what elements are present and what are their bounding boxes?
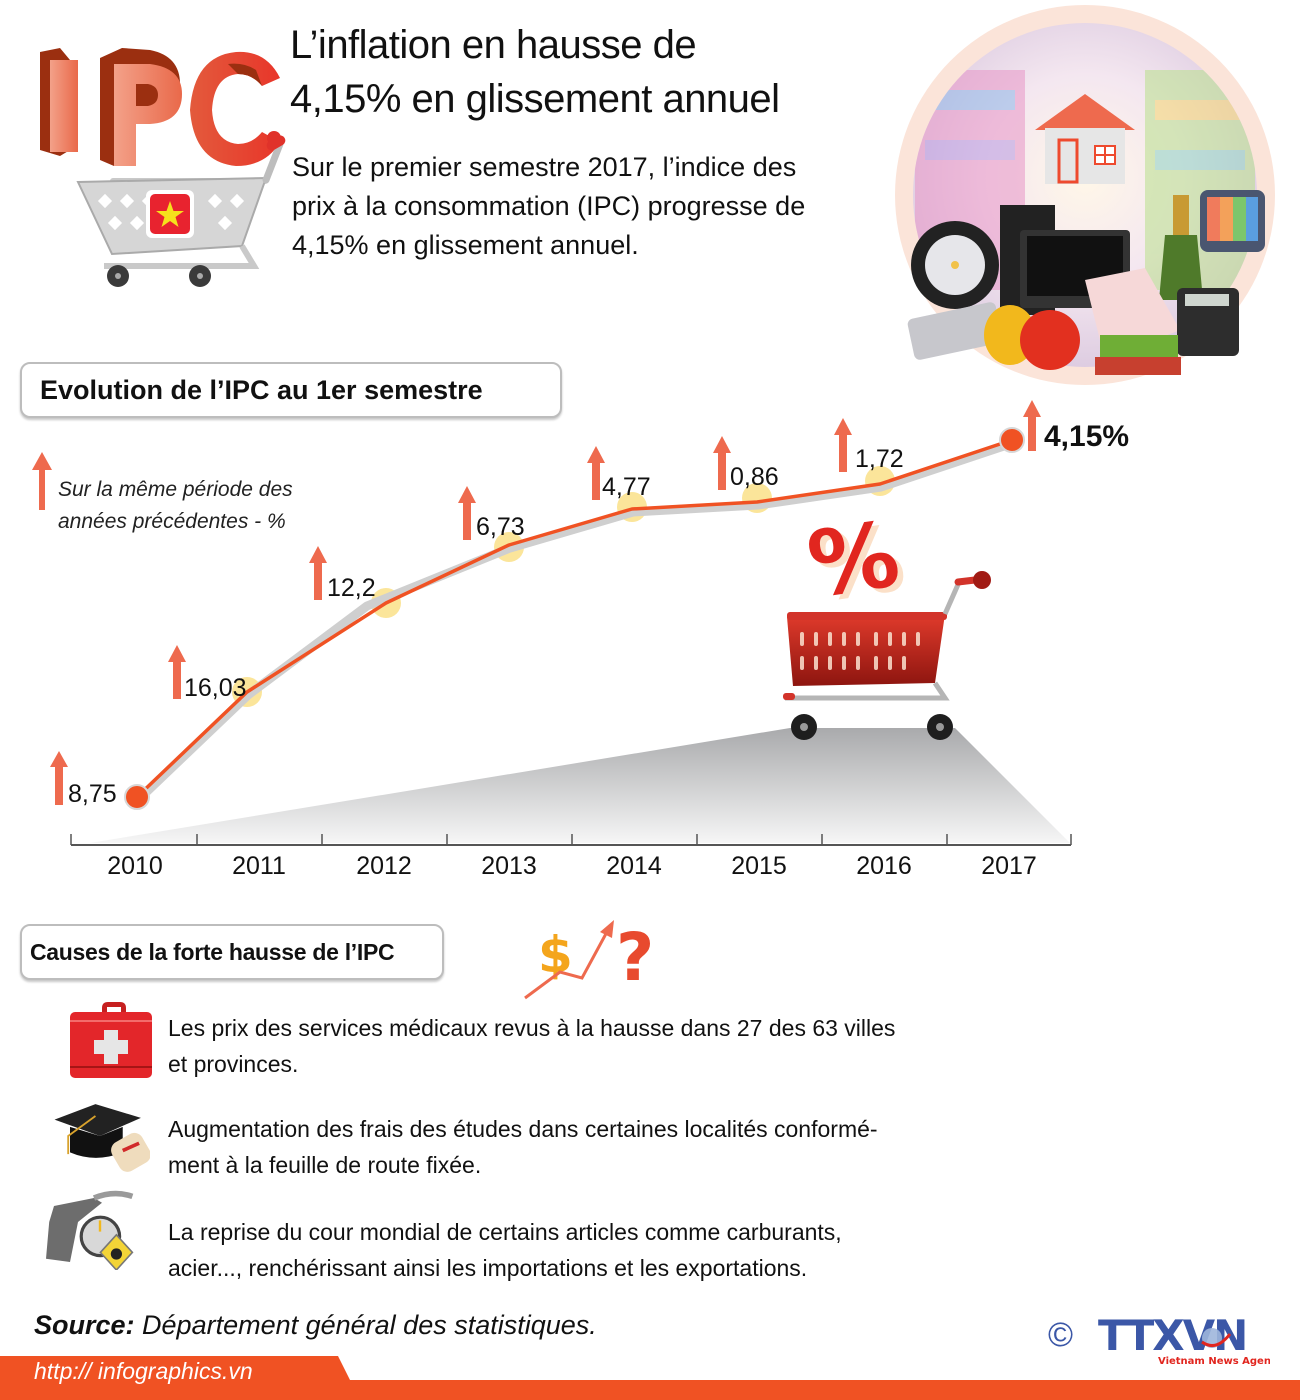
- svg-text:%: %: [807, 506, 911, 623]
- svg-text:?: ?: [616, 919, 654, 996]
- title-line-1: L’inflation en hausse de: [290, 23, 697, 67]
- chart-legend: Sur la même période des années précédent…: [58, 474, 293, 538]
- lead-line-1: Sur le premier semestre 2017, l’indice d…: [292, 152, 797, 182]
- medical-kit-icon: [70, 1002, 152, 1078]
- year-label-2014: 2014: [606, 852, 662, 880]
- value-label-2013: 6,73: [476, 513, 525, 541]
- year-label-2016: 2016: [856, 852, 912, 880]
- value-label-2010: 8,75: [68, 780, 117, 808]
- svg-text:%: %: [802, 502, 906, 619]
- cause-3-line-1: La reprise du cour mondial de certains a…: [168, 1219, 842, 1245]
- value-label-2012: 12,2: [327, 574, 376, 602]
- year-label-2013: 2013: [481, 852, 537, 880]
- source-label: Source:: [34, 1310, 135, 1340]
- cause-item-fuel: La reprise du cour mondial de certains a…: [168, 1214, 998, 1286]
- evolution-title-text: Evolution de l’IPC au 1er semestre: [40, 374, 483, 405]
- consumer-goods-illustration: [895, 5, 1275, 385]
- graduation-cap-icon: [54, 1104, 150, 1172]
- cause-item-medical: Les prix des services médicaux revus à l…: [168, 1010, 998, 1082]
- value-label-2017: 4,15%: [1044, 420, 1130, 453]
- year-label-2010: 2010: [107, 852, 163, 880]
- fuel-pump-icon: [46, 1190, 134, 1270]
- ipc-line-chart: % %: [50, 400, 1072, 846]
- causes-title-text: Causes de la forte hausse de l’IPC: [30, 938, 395, 965]
- percent-cart-icon: % %: [783, 502, 991, 740]
- value-label-2015: 0,86: [730, 463, 779, 491]
- cause-1-line-2: et provinces.: [168, 1051, 299, 1077]
- legend-line-1: Sur la même période des: [58, 478, 293, 501]
- year-label-2011: 2011: [232, 852, 286, 880]
- infographics-link[interactable]: http:// infographics.vn: [34, 1358, 253, 1384]
- copyright-icon: ©: [1048, 1316, 1074, 1354]
- ttxvn-wordmark: TTXVN: [1098, 1312, 1246, 1360]
- cause-3-line-2: acier..., renchérissant ainsi les import…: [168, 1255, 808, 1281]
- up-arrow-icon: [32, 452, 52, 510]
- cause-item-education: Augmentation des frais des études dans c…: [168, 1111, 998, 1183]
- value-label-2014: 4,77: [602, 473, 651, 501]
- lead-paragraph: Sur le premier semestre 2017, l’indice d…: [292, 148, 872, 265]
- title-line-2: 4,15% en glissement annuel: [290, 77, 780, 121]
- cause-2-line-2: ment à la feuille de route fixée.: [168, 1152, 482, 1178]
- footer-tab: [0, 1356, 360, 1400]
- year-label-2015: 2015: [731, 852, 787, 880]
- legend-line-2: années précédentes - %: [58, 510, 286, 533]
- agency-subtitle: Vietnam News Agency: [1158, 1356, 1270, 1367]
- ipc-cart-logo: [40, 48, 286, 287]
- dollar-rise-question-icon: $ ?: [524, 919, 654, 1000]
- value-label-2016: 1,72: [855, 445, 904, 473]
- causes-section-title: Causes de la forte hausse de l’IPC: [20, 924, 444, 980]
- evolution-section-title: Evolution de l’IPC au 1er semestre: [20, 362, 562, 418]
- source-note: Source: Département général des statisti…: [34, 1310, 597, 1341]
- cause-2-line-1: Augmentation des frais des études dans c…: [168, 1116, 878, 1142]
- year-label-2017: 2017: [981, 852, 1037, 880]
- lead-line-3: 4,15% en glissement annuel.: [292, 230, 639, 260]
- cause-1-line-1: Les prix des services médicaux revus à l…: [168, 1015, 896, 1041]
- value-label-2011: 16,03: [184, 674, 247, 702]
- page-title: L’inflation en hausse de 4,15% en glisse…: [290, 18, 780, 126]
- lead-line-2: prix à la consommation (IPC) progresse d…: [292, 191, 806, 221]
- source-text: Département général des statistiques.: [134, 1310, 597, 1340]
- ttxvn-logo: TTXVN Vietnam News Agency: [1098, 1312, 1270, 1367]
- year-label-2012: 2012: [356, 852, 412, 880]
